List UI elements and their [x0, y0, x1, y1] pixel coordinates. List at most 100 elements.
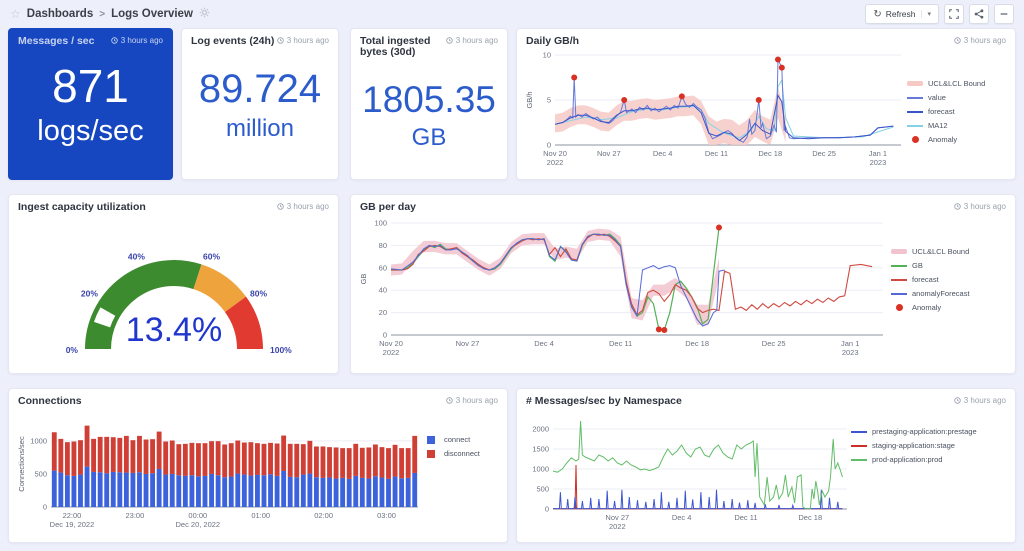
stat-unit: GB	[411, 123, 447, 151]
legend-item[interactable]: UCL&LCL Bound	[891, 247, 1003, 256]
panel-connections: Connections 3 hours ago 0 500 1000 22:00 Dec…	[8, 388, 508, 543]
clock-icon	[111, 37, 118, 44]
svg-text:Nov 20: Nov 20	[543, 149, 567, 158]
svg-text:23:00: 23:00	[125, 511, 144, 520]
top-bar: ☆ Dashboards > Logs Overview ↻ Refresh ▾	[0, 0, 1024, 28]
svg-text:Jan 1: Jan 1	[841, 339, 859, 348]
panel-title: # Messages/sec by Namespace	[526, 395, 682, 407]
svg-text:22:00: 22:00	[63, 511, 82, 520]
svg-text:40: 40	[379, 285, 387, 294]
panel-updated: 3 hours ago	[277, 36, 329, 45]
legend-swatch	[891, 292, 907, 295]
breadcrumb-current[interactable]: Logs Overview	[111, 8, 193, 20]
svg-text:1000: 1000	[30, 436, 47, 445]
panel-namespaces: # Messages/sec by Namespace 3 hours ago …	[516, 388, 1016, 543]
svg-text:Dec 11: Dec 11	[609, 339, 632, 348]
svg-text:1000: 1000	[532, 464, 549, 473]
panel-title: GB per day	[360, 201, 417, 213]
toolbar: ↻ Refresh ▾	[865, 4, 1014, 24]
legend-label: Anomaly	[912, 303, 942, 312]
refresh-button[interactable]: ↻ Refresh ▾	[865, 4, 939, 24]
legend-label: Anomaly	[928, 135, 958, 144]
svg-text:2023: 2023	[870, 158, 887, 167]
legend-item[interactable]: connect	[423, 435, 493, 444]
svg-text:03:00: 03:00	[377, 511, 396, 520]
svg-text:2000: 2000	[532, 424, 549, 433]
legend-item[interactable]: prestaging-application:prestage	[851, 427, 1001, 436]
svg-text:Dec 25: Dec 25	[812, 149, 836, 158]
share-button[interactable]	[969, 4, 989, 24]
stat-value: 1805.35	[362, 78, 496, 120]
legend-swatch	[851, 458, 867, 461]
star-icon[interactable]: ☆	[10, 7, 21, 21]
legend-item[interactable]: anomalyForecast	[891, 289, 1003, 298]
clock-icon	[954, 397, 961, 404]
panel-updated: 3 hours ago	[446, 396, 498, 405]
legend-item[interactable]: forecast	[891, 275, 1003, 284]
panel-title: Daily GB/h	[526, 35, 580, 47]
svg-text:Nov 20: Nov 20	[379, 339, 403, 348]
svg-text:02:00: 02:00	[314, 511, 333, 520]
legend: UCL&LCL Bound value forecast MA12 Anomaly	[907, 47, 1003, 171]
svg-text:13.4%: 13.4%	[125, 311, 221, 349]
svg-text:60: 60	[379, 263, 387, 272]
collapse-button[interactable]	[994, 4, 1014, 24]
legend-label: MA12	[928, 121, 948, 130]
legend-item[interactable]: Anomaly	[891, 303, 1003, 312]
legend-label: UCL&LCL Bound	[928, 79, 986, 88]
gear-icon[interactable]	[199, 7, 210, 21]
svg-text:100%: 100%	[270, 345, 292, 355]
legend-item[interactable]: staging-application:stage	[851, 441, 1001, 450]
legend-swatch	[907, 96, 923, 99]
legend-swatch	[911, 136, 919, 143]
stat-value: 89.724	[198, 66, 322, 111]
legend-swatch	[891, 264, 907, 267]
legend-item[interactable]: disconnect	[423, 449, 493, 458]
legend-item[interactable]: prod-application:prod	[851, 455, 1001, 464]
refresh-label: Refresh	[885, 9, 916, 19]
svg-text:GB/h: GB/h	[525, 91, 534, 108]
legend-item[interactable]: UCL&LCL Bound	[907, 79, 1003, 88]
panel-gb-per-day: GB per day 3 hours ago 0 20 40 60 80 100 Nov 2…	[350, 194, 1016, 374]
legend-item[interactable]: GB	[891, 261, 1003, 270]
legend-item[interactable]: value	[907, 93, 1003, 102]
svg-text:500: 500	[536, 484, 549, 493]
panel-title: Messages / sec	[18, 35, 95, 47]
panel-updated: 3 hours ago	[111, 36, 163, 45]
legend-item[interactable]: MA12	[907, 121, 1003, 130]
svg-text:2022: 2022	[547, 158, 564, 167]
svg-text:Dec 18: Dec 18	[798, 513, 822, 522]
legend-label: UCL&LCL Bound	[912, 247, 970, 256]
legend-label: forecast	[928, 107, 955, 116]
svg-text:0: 0	[43, 502, 47, 511]
breadcrumb-dashboards[interactable]: Dashboards	[26, 8, 94, 20]
legend-label: anomalyForecast	[912, 289, 970, 298]
clock-icon	[446, 397, 453, 404]
legend-swatch	[851, 430, 867, 433]
panel-title: Connections	[18, 395, 82, 407]
legend-item[interactable]: forecast	[907, 107, 1003, 116]
panel-title: Log events (24h)	[191, 35, 275, 47]
legend-label: value	[928, 93, 946, 102]
svg-text:0: 0	[383, 330, 387, 339]
svg-text:100: 100	[374, 218, 387, 227]
svg-text:20: 20	[379, 308, 387, 317]
breadcrumb: ☆ Dashboards > Logs Overview	[10, 7, 210, 21]
breadcrumb-separator: >	[99, 8, 106, 20]
chevron-down-icon[interactable]: ▾	[921, 10, 931, 18]
legend-swatch	[891, 278, 907, 281]
capacity-gauge[interactable]: 0% 20% 40% 60% 80% 100% 13.4%	[14, 213, 334, 365]
legend-swatch	[907, 81, 923, 86]
svg-text:2022: 2022	[383, 348, 400, 357]
legend-label: disconnect	[444, 449, 480, 458]
legend-swatch	[427, 435, 435, 444]
fullscreen-icon	[949, 9, 959, 19]
panel-updated: 3 hours ago	[954, 396, 1006, 405]
fullscreen-button[interactable]	[944, 4, 964, 24]
legend-item[interactable]: Anomaly	[907, 135, 1003, 144]
svg-text:Dec 20, 2022: Dec 20, 2022	[175, 520, 220, 529]
